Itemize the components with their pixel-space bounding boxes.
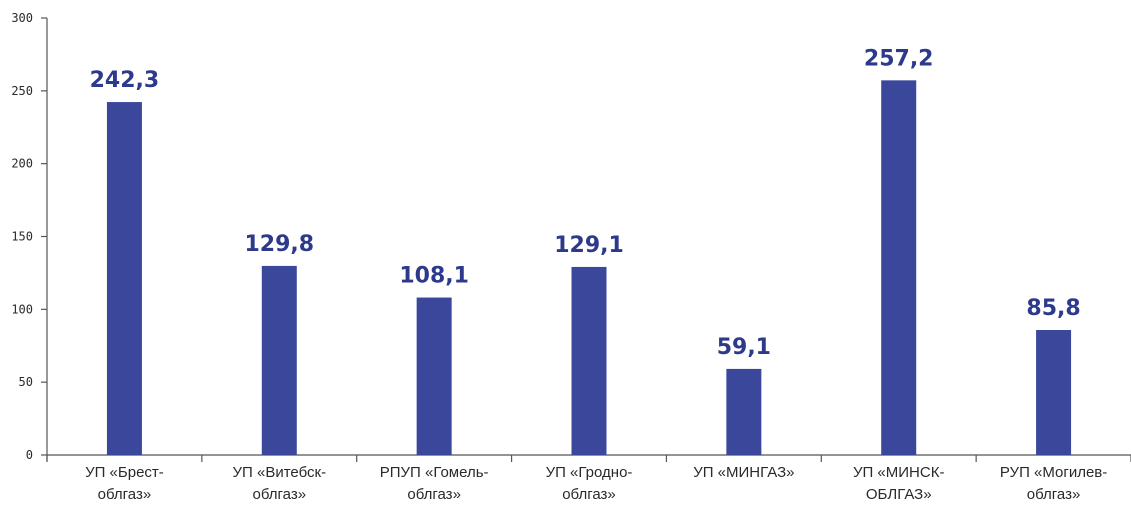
x-tick-label: УП «МИНГАЗ» [693, 464, 794, 481]
bar [416, 297, 452, 455]
y-tick-label: 250 [11, 84, 33, 98]
data-label: 257,2 [864, 46, 934, 71]
bar [106, 102, 142, 455]
value-labels: 242,3 129,8 108,1 129,1 59,1 257,2 85,8 [90, 46, 1081, 360]
x-tick-label: УП «Витебск-облгаз» [233, 464, 327, 503]
x-tick-label: УП «МИНСК-ОБЛГАЗ» [853, 464, 945, 503]
bar [571, 266, 607, 455]
y-tick-label: 300 [11, 11, 33, 25]
bars [106, 80, 1072, 455]
bar [726, 368, 762, 455]
data-label: 129,8 [244, 232, 314, 257]
x-tick-label: РУП «Могилев-облгаз» [1000, 464, 1107, 503]
x-tick-label: УП «Брест-облгаз» [85, 464, 164, 503]
x-tick-label: РПУП «Гомель-облгаз» [380, 464, 489, 503]
data-label: 59,1 [717, 335, 771, 360]
category-labels: УП «Брест-облгаз» УП «Витебск-облгаз» РПУП… [85, 464, 1107, 503]
y-tick-label: 100 [11, 302, 33, 316]
y-tick-label: 200 [11, 157, 33, 171]
x-axis [46, 454, 1131, 462]
bar [881, 80, 917, 455]
data-label: 129,1 [554, 233, 624, 258]
data-label: 242,3 [90, 68, 160, 93]
bar [261, 265, 297, 455]
y-tick-label: 0 [26, 448, 33, 462]
y-tick-label: 150 [11, 230, 33, 244]
bar [1036, 330, 1072, 455]
data-label: 85,8 [1026, 296, 1080, 321]
x-tick-label: УП «Гродно-облгаз» [546, 464, 633, 503]
data-label: 108,1 [399, 264, 469, 289]
y-axis: 0 50 100 150 200 250 300 [11, 11, 48, 462]
y-tick-label: 50 [19, 375, 33, 389]
